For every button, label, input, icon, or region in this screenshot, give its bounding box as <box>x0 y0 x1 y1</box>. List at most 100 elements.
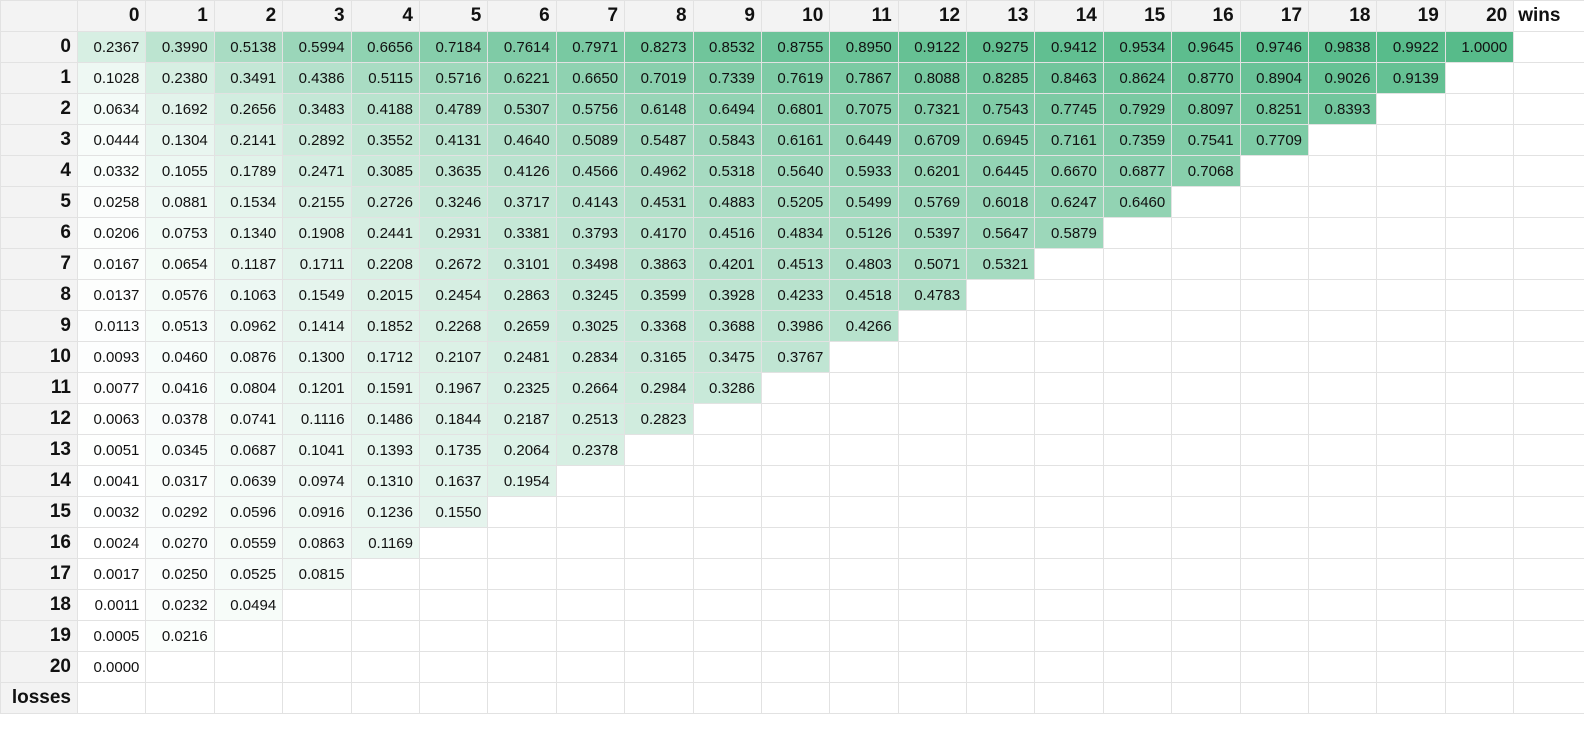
empty-cell[interactable] <box>1444 434 1515 466</box>
empty-cell[interactable] <box>1444 558 1515 590</box>
empty-cell[interactable] <box>1239 527 1310 559</box>
empty-cell[interactable] <box>1444 620 1515 652</box>
row-header[interactable]: 18 <box>0 589 78 621</box>
value-cell[interactable]: 0.5756 <box>555 93 626 125</box>
value-cell[interactable]: 0.2471 <box>282 155 352 187</box>
value-cell[interactable]: 0.5769 <box>897 186 968 218</box>
empty-cell[interactable] <box>1171 217 1241 249</box>
value-cell[interactable]: 0.7745 <box>1034 93 1104 125</box>
empty-cell[interactable] <box>1513 341 1584 373</box>
value-cell[interactable]: 0.6148 <box>624 93 694 125</box>
empty-cell[interactable] <box>1239 341 1310 373</box>
value-cell[interactable]: 0.4834 <box>760 217 831 249</box>
empty-cell[interactable] <box>1513 496 1584 528</box>
value-cell[interactable]: 0.9139 <box>1376 62 1446 94</box>
value-cell[interactable]: 0.1304 <box>145 124 215 156</box>
empty-cell[interactable] <box>1376 558 1446 590</box>
value-cell[interactable]: 0.6221 <box>487 62 557 94</box>
empty-cell[interactable] <box>966 496 1036 528</box>
value-cell[interactable]: 0.2863 <box>487 279 557 311</box>
empty-cell[interactable] <box>1376 403 1446 435</box>
value-cell[interactable]: 1.0000 <box>1444 31 1515 63</box>
value-cell[interactable]: 0.1169 <box>350 527 420 559</box>
empty-cell[interactable] <box>1513 434 1584 466</box>
empty-cell[interactable] <box>1308 372 1378 404</box>
value-cell[interactable]: 0.4516 <box>692 217 762 249</box>
value-cell[interactable]: 0.8463 <box>1034 62 1104 94</box>
empty-cell[interactable] <box>897 620 968 652</box>
empty-cell[interactable] <box>1513 248 1584 280</box>
value-cell[interactable]: 0.5307 <box>487 93 557 125</box>
empty-cell[interactable] <box>1444 62 1515 94</box>
value-cell[interactable]: 0.6161 <box>760 124 831 156</box>
empty-cell[interactable] <box>418 558 489 590</box>
column-header[interactable]: 5 <box>418 0 489 32</box>
value-cell[interactable]: 0.0654 <box>145 248 215 280</box>
value-cell[interactable]: 0.6247 <box>1034 186 1104 218</box>
row-header[interactable]: 14 <box>0 465 78 497</box>
empty-cell[interactable] <box>1239 434 1310 466</box>
empty-cell[interactable] <box>1376 651 1446 683</box>
empty-cell[interactable] <box>1376 279 1446 311</box>
value-cell[interactable]: 0.7543 <box>966 93 1036 125</box>
empty-cell[interactable] <box>1034 651 1104 683</box>
value-cell[interactable]: 0.7619 <box>760 62 831 94</box>
empty-cell[interactable] <box>1513 465 1584 497</box>
row-header[interactable]: 8 <box>0 279 78 311</box>
value-cell[interactable]: 0.8950 <box>829 31 899 63</box>
value-cell[interactable]: 0.6656 <box>350 31 420 63</box>
empty-cell[interactable] <box>1444 155 1515 187</box>
empty-cell[interactable] <box>1239 620 1310 652</box>
empty-cell[interactable] <box>1102 279 1173 311</box>
value-cell[interactable]: 0.0559 <box>213 527 284 559</box>
empty-cell[interactable] <box>1034 527 1104 559</box>
empty-cell[interactable] <box>1376 186 1446 218</box>
empty-cell[interactable] <box>1513 527 1584 559</box>
empty-cell[interactable] <box>1102 434 1173 466</box>
empty-cell[interactable] <box>1102 310 1173 342</box>
value-cell[interactable]: 0.0041 <box>76 465 147 497</box>
value-cell[interactable]: 0.5933 <box>829 155 899 187</box>
empty-cell[interactable] <box>1376 155 1446 187</box>
row-header[interactable]: 1 <box>0 62 78 94</box>
empty-cell[interactable] <box>555 527 626 559</box>
empty-cell[interactable] <box>1239 186 1310 218</box>
value-cell[interactable]: 0.8088 <box>897 62 968 94</box>
value-cell[interactable]: 0.1591 <box>350 372 420 404</box>
value-cell[interactable]: 0.0216 <box>145 620 215 652</box>
empty-cell[interactable] <box>1239 155 1310 187</box>
value-cell[interactable]: 0.2931 <box>418 217 489 249</box>
empty-cell[interactable] <box>624 620 694 652</box>
value-cell[interactable]: 0.0962 <box>213 310 284 342</box>
empty-cell[interactable] <box>1376 124 1446 156</box>
value-cell[interactable]: 0.3717 <box>487 186 557 218</box>
empty-cell[interactable] <box>1171 558 1241 590</box>
empty-cell[interactable] <box>966 310 1036 342</box>
empty-cell[interactable] <box>1171 341 1241 373</box>
value-cell[interactable]: 0.5126 <box>829 217 899 249</box>
value-cell[interactable]: 0.7971 <box>555 31 626 63</box>
value-cell[interactable]: 0.4266 <box>829 310 899 342</box>
value-cell[interactable]: 0.1041 <box>282 434 352 466</box>
value-cell[interactable]: 0.5879 <box>1034 217 1104 249</box>
value-cell[interactable]: 0.1486 <box>350 403 420 435</box>
value-cell[interactable]: 0.0270 <box>145 527 215 559</box>
value-cell[interactable]: 0.8770 <box>1171 62 1241 94</box>
value-cell[interactable]: 0.3688 <box>692 310 762 342</box>
empty-cell[interactable] <box>1102 682 1173 714</box>
value-cell[interactable]: 0.5843 <box>692 124 762 156</box>
empty-cell[interactable] <box>1239 558 1310 590</box>
column-header[interactable]: 14 <box>1034 0 1104 32</box>
empty-cell[interactable] <box>1102 465 1173 497</box>
value-cell[interactable]: 0.0416 <box>145 372 215 404</box>
row-header[interactable]: 11 <box>0 372 78 404</box>
value-cell[interactable]: 0.0317 <box>145 465 215 497</box>
value-cell[interactable]: 0.0460 <box>145 341 215 373</box>
value-cell[interactable]: 0.5318 <box>692 155 762 187</box>
value-cell[interactable]: 0.0804 <box>213 372 284 404</box>
empty-cell[interactable] <box>1034 248 1104 280</box>
empty-cell[interactable] <box>829 589 899 621</box>
empty-cell[interactable] <box>1444 465 1515 497</box>
column-header[interactable]: 0 <box>76 0 147 32</box>
empty-cell[interactable] <box>1444 217 1515 249</box>
